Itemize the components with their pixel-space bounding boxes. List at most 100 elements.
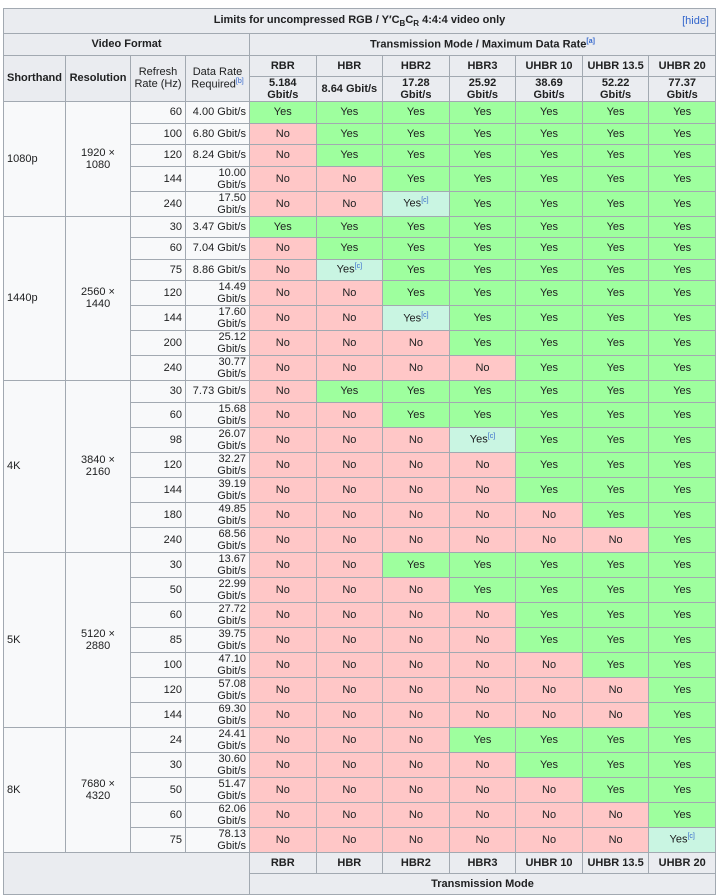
data-rate-cell: 17.60 Gbit/s [185, 305, 250, 331]
support-label: Yes [673, 149, 692, 162]
support-no-cell: No [315, 426, 384, 453]
support-yes-cell: Yes [448, 401, 517, 428]
data-rate-header: Data Rate Required[b] [185, 54, 250, 102]
support-yes-cell: Yes [515, 144, 583, 167]
support-label: Yes [673, 263, 692, 276]
displayport-limits-table: Limits for uncompressed RGB / Y′CBCR 4:4… [3, 8, 716, 895]
hide-link[interactable]: [hide] [682, 15, 709, 27]
note-c-link[interactable]: [c] [487, 433, 496, 441]
support-label: Yes [673, 733, 692, 746]
support-label: No [408, 708, 423, 721]
refresh-cell: 240 [130, 190, 186, 217]
table-row: 144 69.30 Gbit/s No No No No No No Yes [4, 701, 716, 728]
note-a-link[interactable]: [a] [586, 37, 595, 45]
support-yes-cell: Yes [648, 626, 716, 653]
support-yes-cell: Yes[c] [382, 305, 450, 331]
table-row: 75 8.86 Gbit/s No Yes[c] Yes Yes Yes Yes Yes [4, 258, 716, 281]
support-label: Yes [673, 408, 692, 421]
note-c-link[interactable]: [c] [421, 311, 429, 319]
support-label: No [408, 583, 423, 596]
transmission-header-label: Transmission Mode / Maximum Data Rate [370, 38, 587, 51]
support-no-cell: No [315, 651, 384, 678]
support-yes-cell: Yes [315, 215, 384, 238]
support-label: Yes [540, 483, 558, 496]
support-no-cell: No [315, 501, 384, 528]
support-yes-cell: Yes [515, 305, 583, 331]
support-no-cell: No [249, 380, 317, 403]
support-no-cell: No [581, 826, 650, 853]
support-label: Yes [606, 362, 625, 374]
note-c-link[interactable]: [c] [421, 197, 429, 205]
note-c-link[interactable]: [c] [687, 833, 695, 841]
support-no-cell: No [315, 776, 384, 803]
support-no-cell: No [448, 355, 517, 381]
support-label: No [342, 783, 357, 796]
data-rate-cell: 8.86 Gbit/s [185, 258, 250, 281]
support-label: No [342, 533, 357, 546]
support-label: Yes [403, 197, 422, 210]
support-no-cell: No [448, 526, 517, 553]
data-rate-cell: 69.30 Gbit/s [185, 701, 250, 728]
support-label: Yes [673, 385, 692, 398]
support-yes-cell: Yes [315, 380, 384, 403]
support-no-cell: No [315, 826, 384, 853]
note-b-link[interactable]: [b] [235, 77, 244, 85]
support-yes-cell: Yes [648, 751, 716, 778]
support-label: No [275, 608, 290, 621]
support-label: Yes [540, 558, 558, 571]
footer-mode-header: HBR [315, 851, 384, 874]
support-label: No [275, 733, 290, 746]
support-yes-cell: Yes [581, 258, 650, 281]
support-label: Yes [406, 242, 425, 255]
support-no-cell: No [249, 826, 317, 853]
footer-mode-header: HBR2 [382, 851, 450, 874]
support-label: No [408, 633, 423, 646]
support-label: Yes [540, 608, 558, 621]
mode-rate: 25.92 Gbit/s [448, 76, 517, 102]
support-label: Yes [540, 408, 558, 421]
support-no-cell: No [315, 330, 384, 356]
support-yes-cell: Yes [382, 215, 450, 238]
support-no-cell: No [382, 651, 450, 678]
data-rate-cell: 68.56 Gbit/s [185, 526, 250, 553]
mode-rate: 77.37 Gbit/s [648, 76, 716, 102]
support-no-cell: No [315, 526, 384, 553]
support-yes-cell: Yes [249, 215, 317, 238]
support-label: No [608, 683, 623, 696]
resolution-cell: 2560 × 1440 [65, 215, 131, 381]
support-label: Yes [340, 385, 359, 398]
refresh-cell: 120 [130, 451, 186, 478]
note-c-link[interactable]: [c] [354, 263, 363, 271]
support-yes-cell: Yes [581, 726, 650, 753]
support-yes-cell: Yes [648, 676, 716, 703]
support-label: No [475, 458, 490, 471]
support-label: No [342, 483, 357, 496]
footer-mode-header: UHBR 13.5 [581, 851, 650, 874]
support-label: No [475, 783, 490, 796]
support-yes-cell: Yes [648, 280, 716, 306]
support-no-cell: No [382, 601, 450, 628]
support-no-cell: No [249, 144, 317, 167]
mode-rate: 5.184 Gbit/s [249, 76, 317, 102]
support-label: No [275, 483, 290, 496]
support-label: Yes [606, 106, 625, 119]
support-no-cell: No [249, 751, 317, 778]
resolution-cell: 7680 × 4320 [65, 726, 131, 853]
support-yes-cell: Yes [515, 576, 583, 603]
support-yes-cell: Yes [448, 305, 517, 331]
support-no-cell: No [581, 676, 650, 703]
support-yes-cell: Yes[c] [648, 826, 716, 853]
support-label: No [275, 633, 290, 646]
support-yes-cell: Yes [648, 401, 716, 428]
support-no-cell: No [315, 801, 384, 828]
support-label: Yes [540, 127, 558, 140]
table-row: 144 17.60 Gbit/s No No Yes[c] Yes Yes Yes Yes [4, 305, 716, 331]
support-yes-cell: Yes [581, 751, 650, 778]
table-row: 100 47.10 Gbit/s No No No No No Yes Yes [4, 651, 716, 678]
support-no-cell: No [249, 476, 317, 503]
support-no-cell: No [249, 305, 317, 331]
data-rate-cell: 10.00 Gbit/s [185, 165, 250, 192]
support-label: Yes [473, 312, 492, 324]
support-label: Yes [673, 508, 692, 521]
refresh-cell: 100 [130, 122, 186, 145]
